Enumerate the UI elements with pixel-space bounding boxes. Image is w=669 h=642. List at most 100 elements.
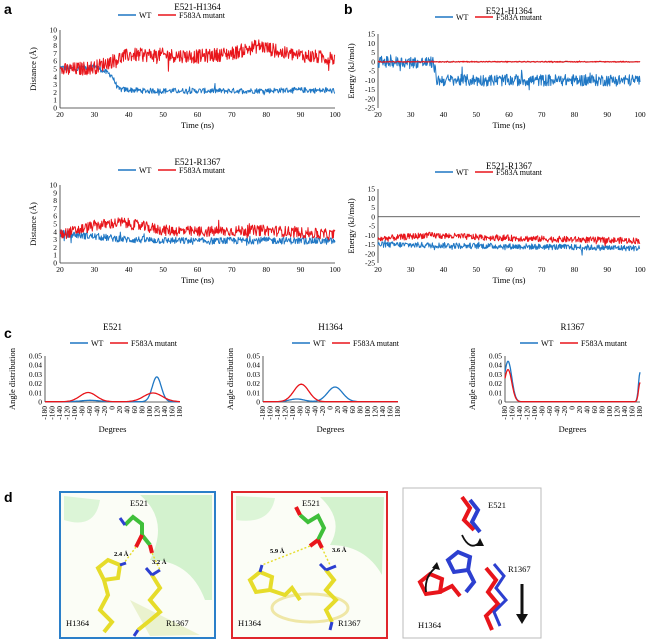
x-tick-label: 50: [159, 110, 167, 119]
x-tick-label: 100: [634, 110, 646, 119]
nitrogen-stick: [119, 561, 127, 567]
y-tick-label: 6: [53, 212, 57, 221]
residue-label-h1364: H1364: [418, 620, 442, 630]
x-tick-label: 120: [153, 406, 162, 418]
nitrogen-stick: [144, 567, 154, 576]
x-tick-label: 100: [329, 110, 341, 119]
x-tick-label: 90: [297, 265, 305, 274]
legend-label-wt: WT: [139, 11, 152, 20]
x-tick-label: 40: [583, 406, 592, 414]
chart-legend: WT F583A mutant: [435, 13, 543, 22]
residue-label-e521: E521: [302, 498, 320, 508]
y-tick-label: 5: [53, 65, 57, 74]
series-line-wt: [377, 239, 641, 256]
nitrogen-stick: [325, 564, 337, 572]
x-tick-label: 100: [634, 265, 646, 274]
chart-title: H1364: [318, 322, 343, 332]
x-tick-label: -160: [266, 406, 275, 420]
y-tick-label: 10: [368, 39, 376, 48]
x-tick-label: -60: [303, 406, 312, 416]
y-tick-label: 5: [371, 48, 375, 57]
chart-legend: WT F583A mutant: [292, 339, 400, 348]
x-tick-label: -60: [85, 406, 94, 416]
y-tick-label: -10: [365, 231, 375, 240]
y-axis-label: Angle distribution: [467, 347, 477, 410]
x-tick-label: -100: [530, 406, 539, 420]
y-axis-label: Energy (kJ/mol): [346, 198, 356, 253]
y-tick-label: 0: [371, 57, 375, 66]
panel-letter-d: d: [4, 489, 13, 505]
x-tick-label: -120: [281, 406, 290, 420]
nitrogen-stick: [258, 564, 264, 573]
series-line-mutant: [59, 217, 336, 241]
y-tick-label: 3: [53, 80, 57, 89]
x-tick-label: 40: [440, 110, 448, 119]
chart-title: E521-R1367: [175, 157, 221, 167]
y-tick-label: 0.01: [29, 388, 42, 397]
residue-label-r1367: R1367: [508, 564, 531, 574]
y-tick-label: 1: [53, 251, 57, 260]
x-tick-label: -80: [78, 406, 87, 416]
x-tick-label: 60: [505, 110, 513, 119]
series-line-wt: [45, 376, 180, 403]
h1364-ring: [247, 569, 275, 595]
hbond-dash-2: [151, 552, 161, 571]
x-tick-label: -20: [560, 406, 569, 416]
arrow-head: [476, 538, 484, 546]
x-axis-label: Time (ns): [493, 120, 526, 130]
x-tick-label: -120: [523, 406, 532, 420]
x-tick-label: 50: [159, 265, 167, 274]
panel-letter-b: b: [344, 1, 353, 17]
residue-label-r1367: R1367: [338, 618, 361, 628]
x-tick-label: 180: [393, 406, 402, 418]
series-line-wt: [504, 360, 641, 403]
oxygen-stick: [294, 506, 302, 516]
oxygen-stick: [134, 534, 144, 548]
x-tick-label: 20: [56, 110, 64, 119]
y-tick-label: 0.03: [29, 370, 42, 379]
x-tick-label: 180: [635, 406, 644, 418]
x-tick-label: 80: [138, 406, 147, 414]
distance-label-2: 3.2 Å: [152, 558, 167, 566]
x-tick-label: 20: [56, 265, 64, 274]
residue-label-h1364: H1364: [238, 618, 262, 628]
chart-title: E521-R1367: [486, 161, 532, 171]
x-tick-label: 0: [568, 406, 577, 410]
distance-label-2: 3.6 Å: [332, 546, 347, 554]
x-tick-label: -180: [500, 406, 509, 420]
x-tick-label: 100: [363, 406, 372, 418]
y-tick-label: 10: [50, 26, 58, 35]
nitrogen-stick: [328, 621, 334, 631]
y-tick-label: 0.03: [489, 370, 502, 379]
e521-sticks: [123, 514, 152, 547]
x-tick-label: 20: [115, 406, 124, 414]
x-tick-label: -140: [55, 406, 64, 420]
ribbon-loop: [270, 592, 350, 624]
y-tick-label: -20: [365, 94, 375, 103]
x-tick-label: -100: [288, 406, 297, 420]
x-tick-label: 60: [590, 406, 599, 414]
y-tick-label: 0: [256, 398, 260, 407]
hbond-dash-2: [321, 547, 331, 566]
x-tick-label: 80: [571, 110, 579, 119]
legend-label-mutant: F583A mutant: [179, 11, 226, 20]
x-tick-label: 140: [620, 406, 629, 418]
y-tick-label: 9: [53, 188, 57, 197]
x-tick-label: 30: [91, 265, 99, 274]
legend-label-mutant: F583A mutant: [353, 339, 400, 348]
x-tick-label: 160: [386, 406, 395, 418]
x-tick-label: 50: [473, 265, 481, 274]
chart-legend: WT F583A mutant: [118, 11, 226, 20]
series-line-mutant: [377, 231, 641, 247]
residue-label-r1367: R1367: [166, 618, 189, 628]
x-tick-label: 60: [348, 406, 357, 414]
legend-label-wt: WT: [456, 168, 469, 177]
y-tick-label: 0.04: [489, 361, 502, 370]
x-tick-label: 40: [125, 265, 133, 274]
e521-blue-sticks: [468, 498, 482, 534]
h1364-sticks: [97, 579, 115, 634]
y-axis-label: Angle distribution: [7, 347, 17, 410]
y-tick-label: 0: [53, 259, 57, 268]
x-tick-label: -20: [318, 406, 327, 416]
y-tick-label: 8: [53, 196, 57, 205]
